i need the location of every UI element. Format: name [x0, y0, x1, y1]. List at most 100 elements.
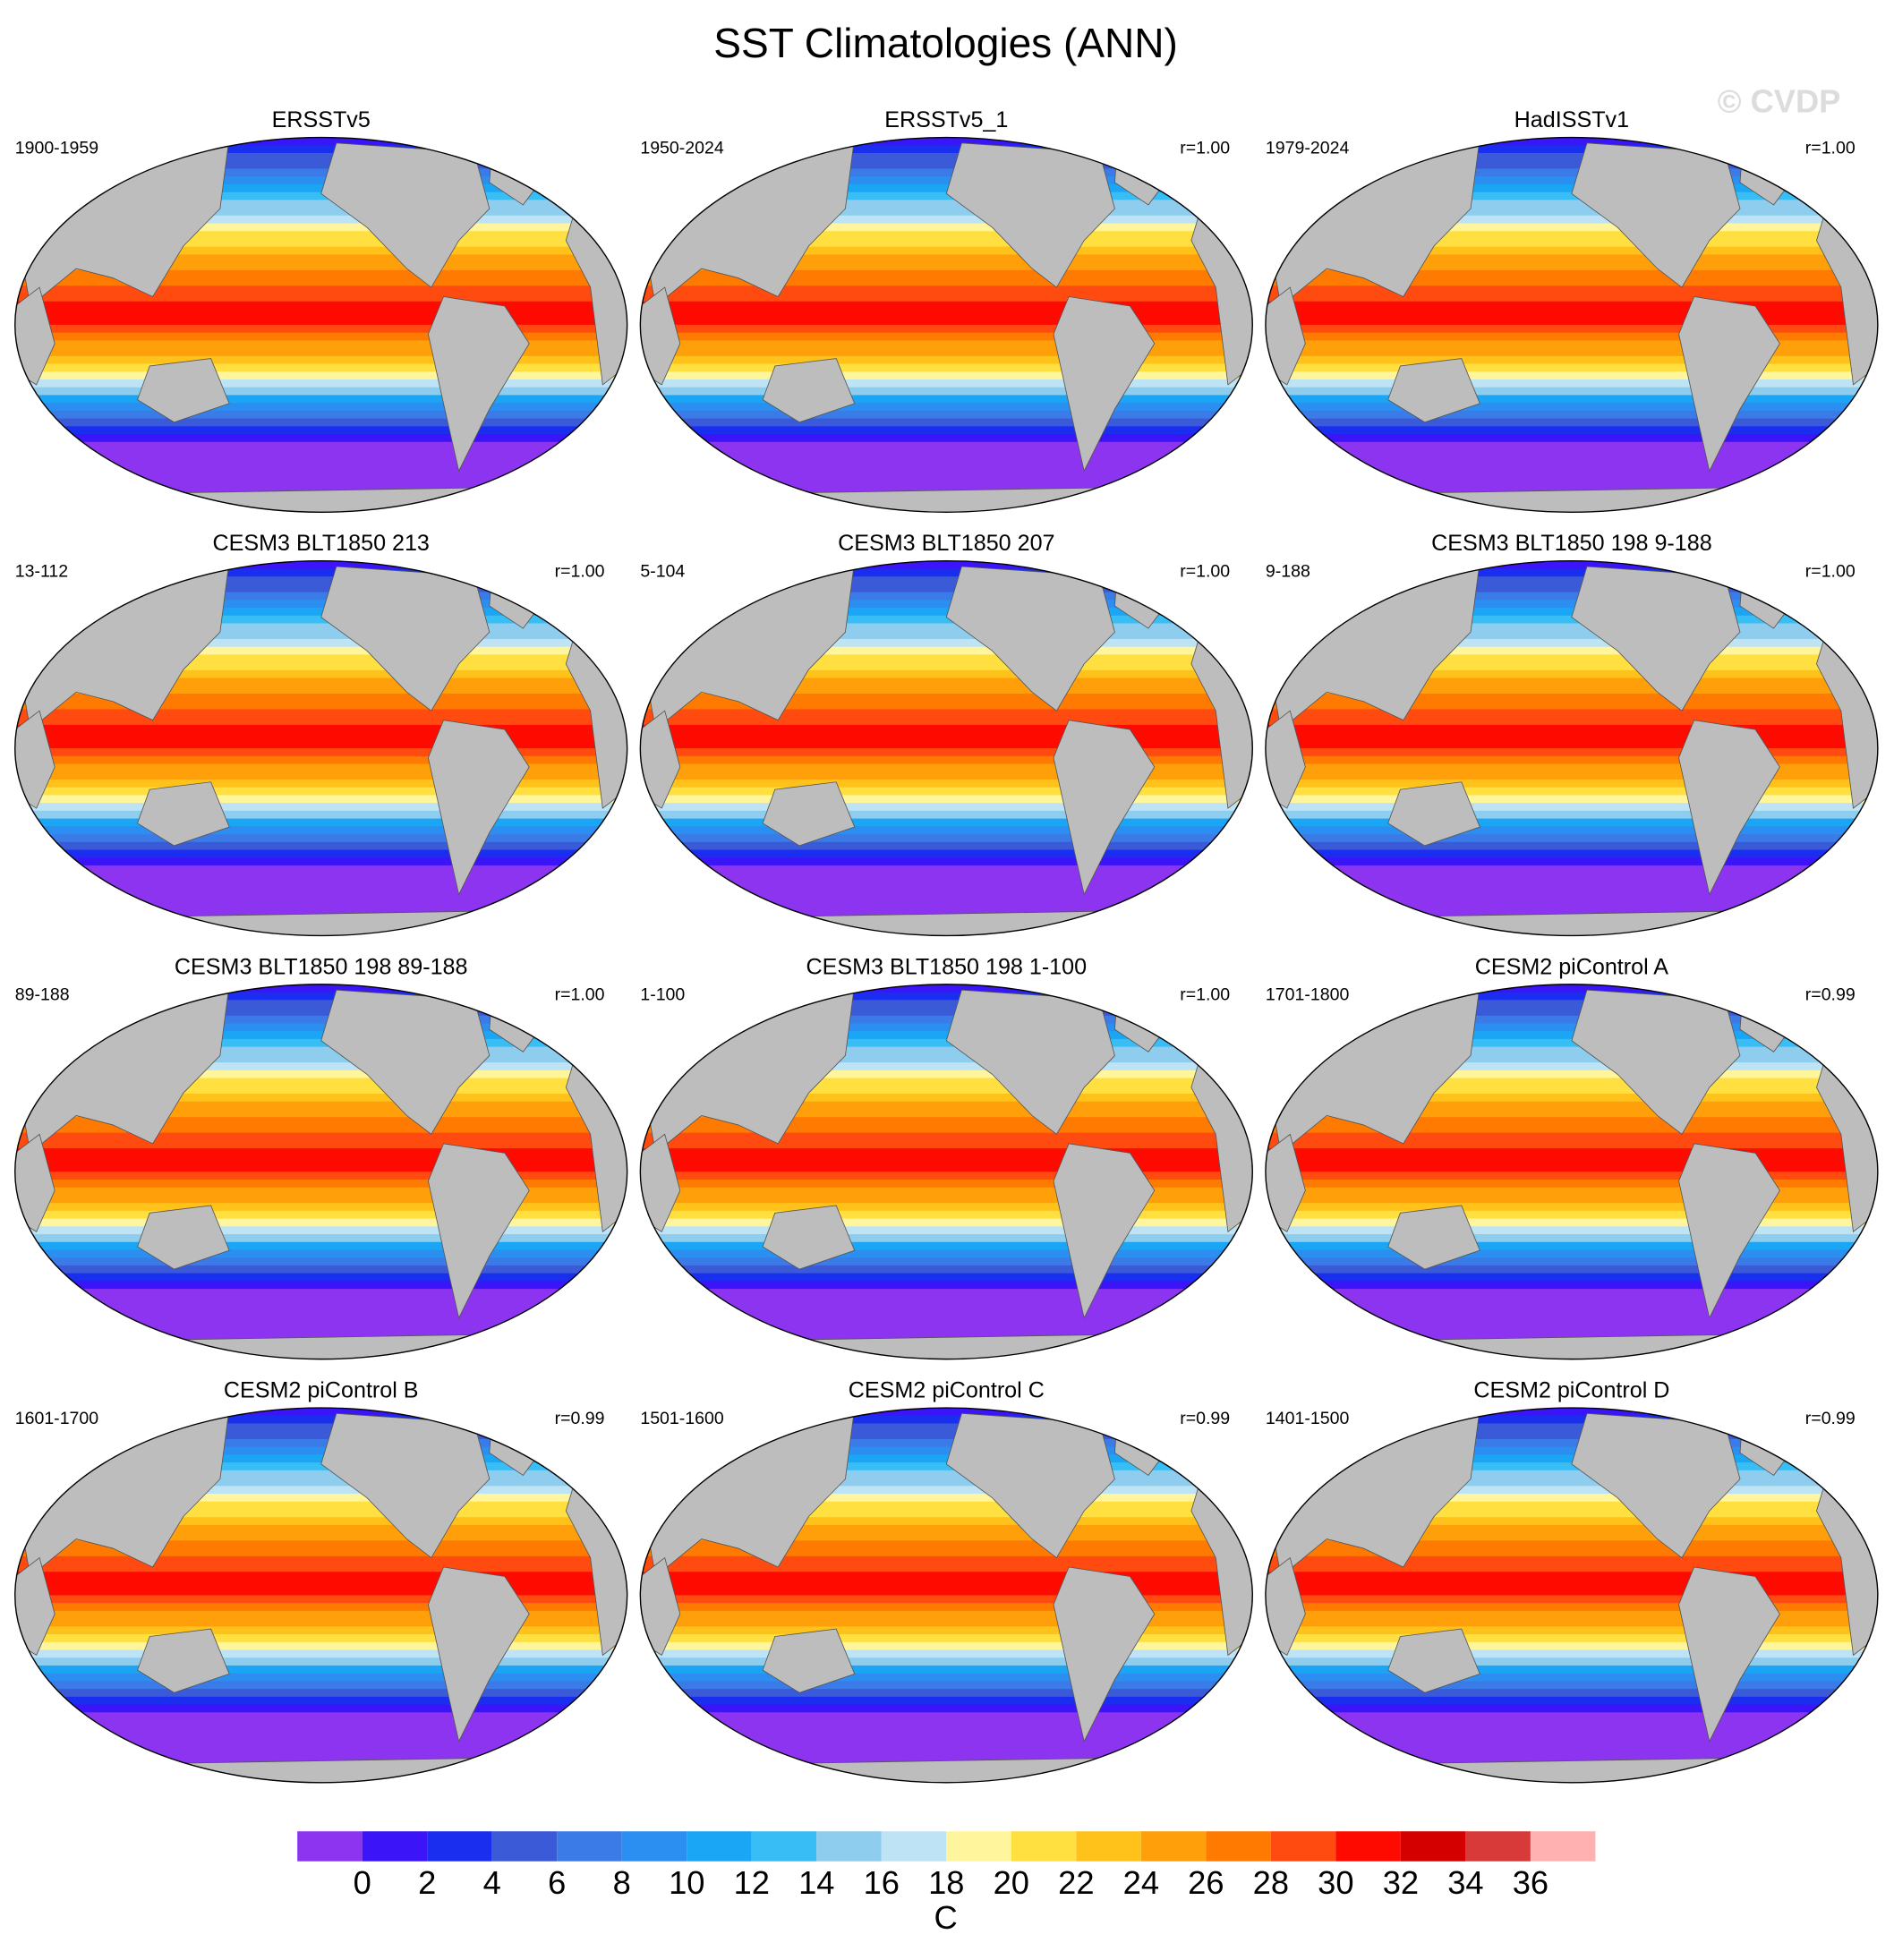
sst-band: [640, 818, 1253, 828]
sst-band: [14, 1140, 627, 1149]
sst-band: [640, 638, 1253, 648]
sst-band: [640, 1155, 1253, 1165]
sst-band: [640, 1078, 1253, 1087]
sst-band: [1265, 262, 1878, 271]
sst-band: [640, 803, 1253, 812]
land: [1053, 1143, 1156, 1319]
sst-band: [640, 1320, 1253, 1329]
sst-band: [1265, 238, 1878, 248]
sst-band: [14, 1454, 627, 1463]
colorbar-box: [1465, 1831, 1531, 1862]
sst-band: [640, 464, 1253, 474]
sst-band: [640, 1555, 1253, 1565]
sst-band: [14, 560, 627, 570]
sst-band: [1265, 246, 1878, 256]
sst-band: [14, 1038, 627, 1048]
sst-band: [1265, 1101, 1878, 1111]
sst-band: [1265, 1312, 1878, 1321]
sst-band: [640, 1509, 1253, 1519]
sst-band: [640, 1046, 1253, 1056]
sst-band: [14, 984, 627, 993]
sst-band: [640, 1210, 1253, 1220]
panel-title: CESM2 piControl A: [1475, 954, 1669, 979]
sst-band: [640, 694, 1253, 703]
sst-band: [14, 1203, 627, 1212]
sst-band: [640, 1234, 1253, 1243]
colorbar-box: [1270, 1831, 1336, 1862]
sst-band: [14, 441, 627, 451]
sst-band: [640, 1610, 1253, 1620]
sst-band: [1265, 732, 1878, 742]
sst-band: [1265, 992, 1878, 1001]
sst-band: [1265, 1712, 1878, 1721]
sst-band: [14, 1626, 627, 1635]
sst-band: [14, 269, 627, 279]
sst-band: [1265, 755, 1878, 765]
sst-band: [1265, 677, 1878, 687]
sst-band: [1265, 1086, 1878, 1095]
land: [320, 566, 491, 712]
land: [14, 1133, 55, 1232]
sst-band: [1265, 1155, 1878, 1165]
sst-band: [1265, 1524, 1878, 1534]
panel-title: ERSSTv5_1: [884, 107, 1008, 132]
land: [320, 142, 491, 288]
sst-band: [640, 418, 1253, 428]
sst-band: [1265, 717, 1878, 726]
map: [640, 137, 1253, 513]
sst-band: [1265, 1735, 1878, 1745]
colorbar-tick-label: 0: [354, 1864, 371, 1901]
sst-band: [1265, 418, 1878, 428]
land: [1571, 989, 1741, 1135]
sst-band: [640, 1681, 1253, 1690]
sst-band: [14, 992, 627, 1001]
sst-band: [14, 1046, 627, 1056]
sst-band: [14, 1210, 627, 1220]
sst-band: [1265, 1187, 1878, 1197]
panel-period: 9-188: [1266, 561, 1310, 581]
sst-band: [640, 1641, 1253, 1651]
sst-band: [1265, 1163, 1878, 1173]
map: [1265, 1408, 1878, 1783]
sst-band: [14, 434, 627, 443]
sst-band: [640, 1015, 1253, 1025]
sst-band: [1265, 1572, 1878, 1581]
map-border: [639, 1407, 1253, 1784]
sst-band: [640, 168, 1253, 178]
sst-band: [14, 654, 627, 663]
sst-band: [640, 1579, 1253, 1589]
sst-band: [14, 285, 627, 294]
sst-band: [640, 1696, 1253, 1706]
colorbar-box: [881, 1831, 947, 1862]
sst-band: [14, 1509, 627, 1519]
sst-band: [14, 1148, 627, 1157]
sst-band: [1265, 1257, 1878, 1266]
sst-band: [14, 1517, 627, 1526]
sst-band: [1265, 810, 1878, 820]
land: [1387, 781, 1480, 847]
sst-band: [14, 301, 627, 311]
sst-band: [1265, 379, 1878, 388]
sst-band: [640, 1094, 1253, 1103]
sst-band: [1265, 1320, 1878, 1329]
sst-band: [14, 262, 627, 271]
sst-band: [14, 1681, 627, 1690]
sst-band: [1265, 200, 1878, 209]
sst-band: [1265, 1446, 1878, 1456]
sst-band: [14, 332, 627, 342]
sst-band: [640, 1501, 1253, 1511]
sst-band: [640, 441, 1253, 451]
map-border: [1265, 1407, 1879, 1784]
sst-band: [640, 294, 1253, 303]
sst-band: [1265, 1603, 1878, 1612]
sst-band: [640, 1117, 1253, 1126]
sst-band: [14, 1296, 627, 1306]
sst-band: [640, 363, 1253, 373]
sst-band: [1265, 1564, 1878, 1573]
sst-band: [640, 1241, 1253, 1251]
sst-band: [14, 1289, 627, 1298]
sst-band: [14, 1657, 627, 1666]
sst-band: [1265, 1743, 1878, 1752]
sst-band: [1265, 1454, 1878, 1463]
sst-band: [640, 1618, 1253, 1628]
